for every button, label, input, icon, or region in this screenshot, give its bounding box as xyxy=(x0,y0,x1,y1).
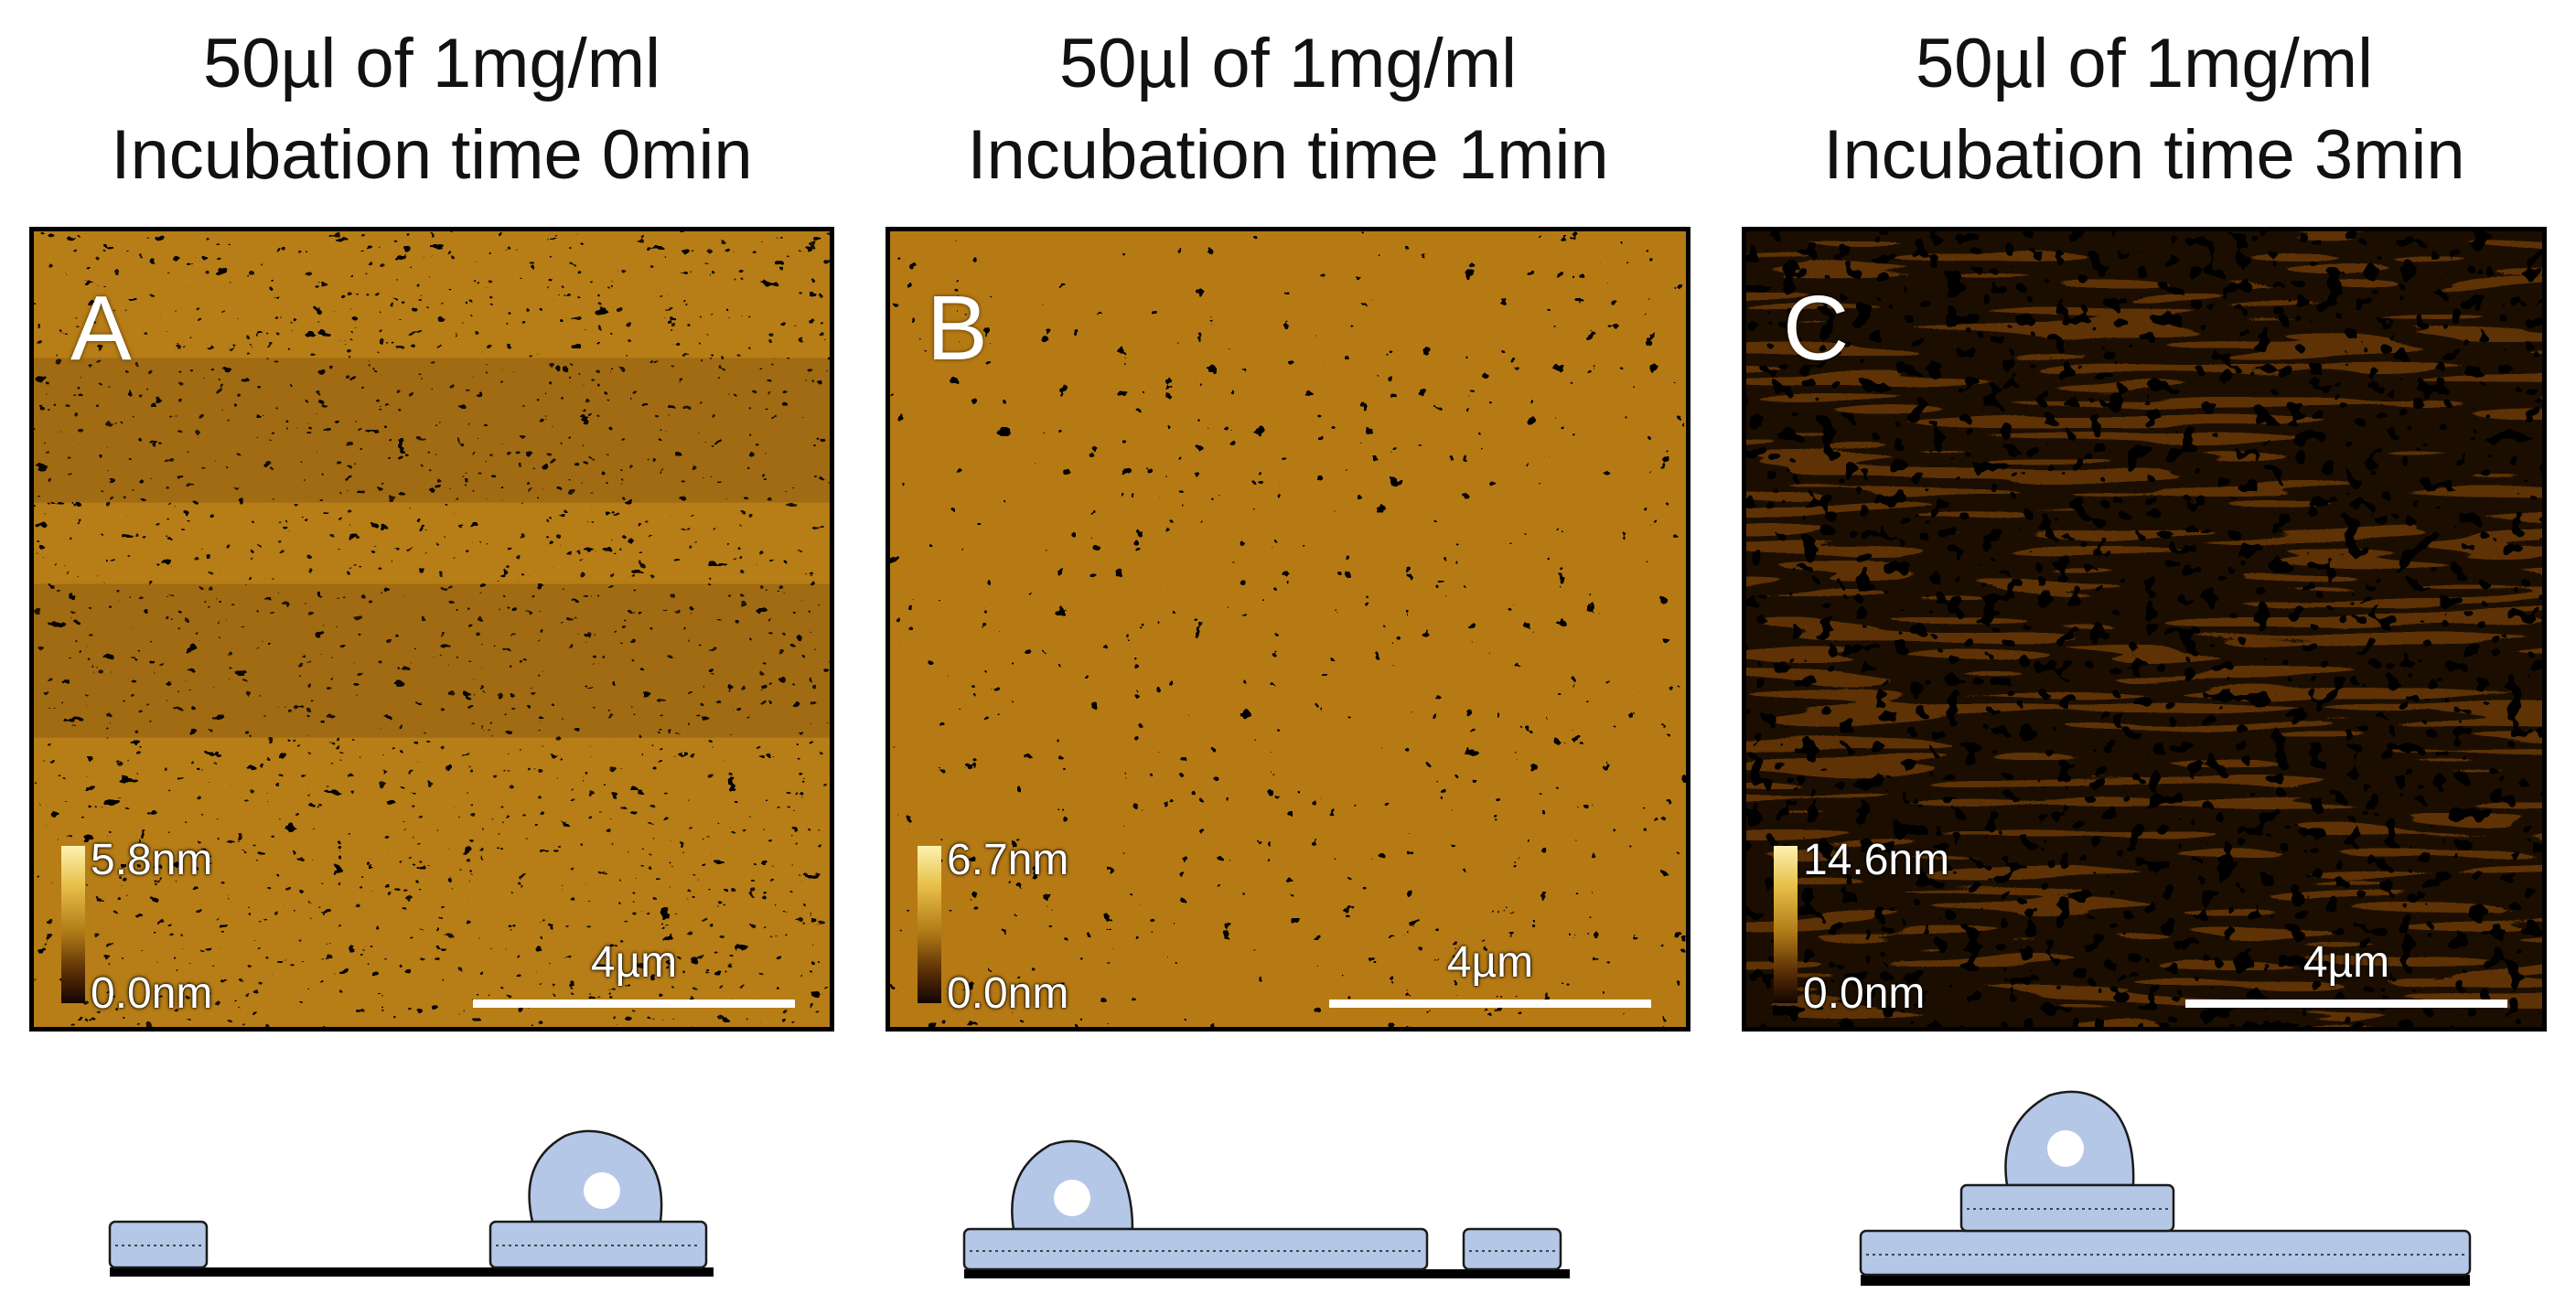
title-line-1: 50µl of 1mg/ml xyxy=(1916,25,2373,102)
vesicle-core xyxy=(2047,1130,2084,1167)
colorbar xyxy=(1774,846,1798,1003)
colorbar-max-label: 6.7nm xyxy=(947,836,1069,884)
afm-texture xyxy=(1746,231,2542,1027)
membrane-patch xyxy=(488,1220,708,1269)
membrane-patch xyxy=(108,1220,209,1269)
title-line-1: 50µl of 1mg/ml xyxy=(203,25,660,102)
vesicle-core xyxy=(584,1172,620,1209)
membrane-patch xyxy=(1462,1227,1562,1271)
schematic-diagram xyxy=(962,1139,1570,1278)
panel-title: 50µl of 1mg/ml Incubation time 3min xyxy=(1733,18,2556,201)
colorbar-min-label: 0.0nm xyxy=(91,969,213,1018)
scalebar-label: 4µm xyxy=(2302,938,2390,987)
panel-letter: C xyxy=(1783,277,1850,380)
title-line-2: Incubation time 3min xyxy=(1823,116,2465,194)
scalebar xyxy=(473,1000,795,1008)
title-line-2: Incubation time 1min xyxy=(967,116,1609,194)
colorbar-min-label: 0.0nm xyxy=(1803,969,1926,1018)
title-line-1: 50µl of 1mg/ml xyxy=(1059,25,1517,102)
afm-image: B 6.7nm 0.0nm 4µm xyxy=(886,227,1690,1032)
schematic-diagram xyxy=(1859,1090,2472,1286)
membrane-patch xyxy=(1859,1229,2472,1277)
colorbar-min-label: 0.0nm xyxy=(947,969,1069,1018)
panel-b: 50µl of 1mg/ml Incubation time 1min xyxy=(876,0,1700,1315)
substrate-line xyxy=(110,1267,714,1277)
schematic-diagram xyxy=(108,1129,714,1277)
title-line-2: Incubation time 0min xyxy=(111,116,753,194)
colorbar xyxy=(61,846,85,1003)
panel-letter: B xyxy=(927,277,988,380)
panel-c: 50µl of 1mg/ml Incubation time 3min xyxy=(1733,0,2556,1315)
colorbar xyxy=(918,846,941,1003)
panel-title: 50µl of 1mg/ml Incubation time 0min xyxy=(20,18,843,201)
panel-title: 50µl of 1mg/ml Incubation time 1min xyxy=(876,18,1700,201)
panel-a: 50µl of 1mg/ml Incubation time 0min xyxy=(20,0,843,1315)
afm-texture xyxy=(34,231,830,1027)
scalebar xyxy=(2185,1000,2507,1008)
afm-texture xyxy=(890,231,1686,1027)
substrate-line xyxy=(964,1269,1570,1278)
afm-image: C 14.6nm 0.0nm 4µm xyxy=(1742,227,2547,1032)
afm-image: A 5.8nm 0.0nm 4µm xyxy=(29,227,834,1032)
scalebar xyxy=(1329,1000,1651,1008)
membrane-patch xyxy=(962,1227,1429,1271)
panel-letter: A xyxy=(70,277,132,380)
vesicle-core xyxy=(1054,1180,1090,1216)
substrate-line xyxy=(1861,1275,2470,1286)
scalebar-label: 4µm xyxy=(590,938,678,987)
scalebar-label: 4µm xyxy=(1446,938,1534,987)
colorbar-max-label: 5.8nm xyxy=(91,836,213,884)
colorbar-max-label: 14.6nm xyxy=(1803,836,1950,884)
membrane-patch xyxy=(1959,1183,2175,1233)
